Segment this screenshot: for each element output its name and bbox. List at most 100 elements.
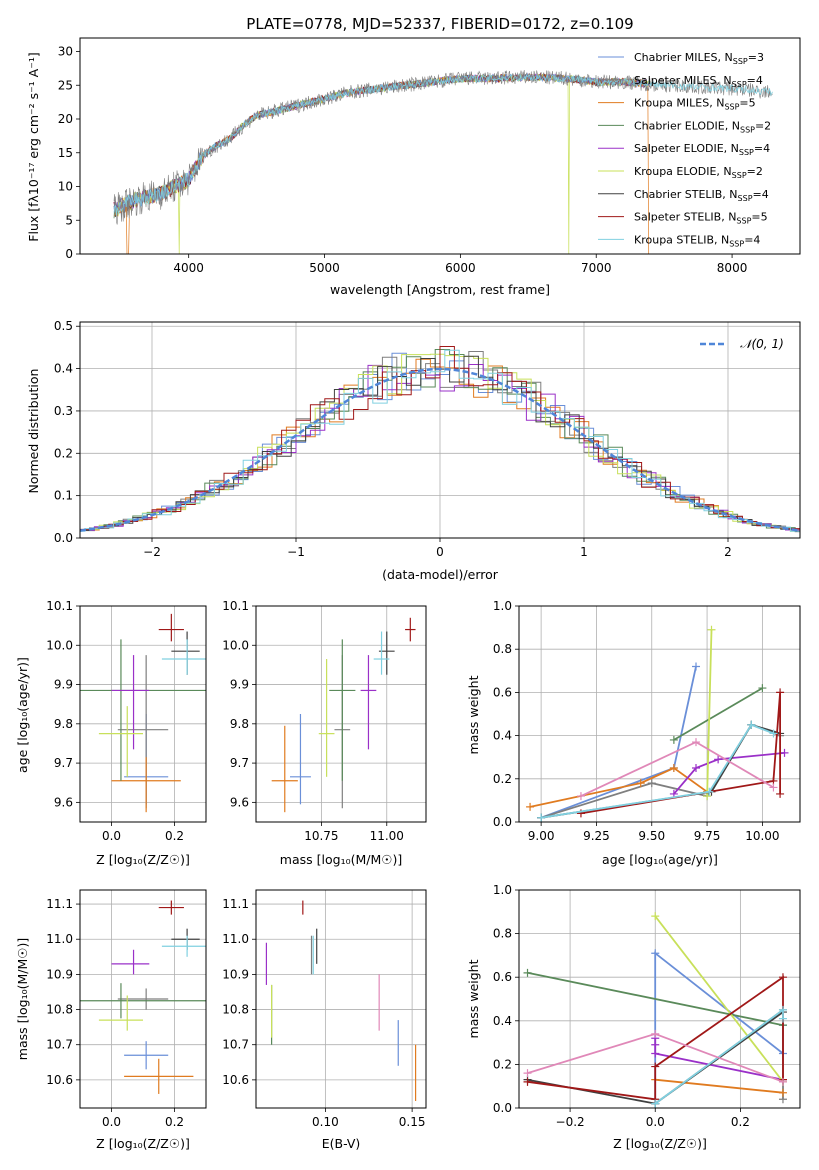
y-tick-label: 0.8 — [493, 927, 512, 941]
y-tick-label: 0.2 — [493, 772, 512, 786]
y-tick-label: 10.8 — [222, 1003, 249, 1017]
series-marker-2 — [636, 779, 645, 788]
x-tick-label: 9.75 — [694, 829, 721, 843]
series-line-0 — [540, 666, 697, 819]
series-marker-5 — [651, 912, 660, 921]
series-marker-9 — [651, 1029, 660, 1038]
legend-label: Kroupa ELODIE, NSSP=2 — [634, 165, 763, 180]
series-marker-1 — [647, 779, 656, 788]
series-marker-8 — [769, 729, 778, 738]
series-marker-7 — [776, 688, 785, 697]
y-tick-label: 0.2 — [493, 1057, 512, 1071]
axes-frame — [255, 889, 427, 1109]
series-marker-8 — [537, 813, 546, 822]
x-tick-label: 6000 — [445, 261, 476, 275]
series-marker-8 — [651, 1099, 660, 1108]
y-tick-label: 0.5 — [54, 319, 73, 333]
age-vs-mass-panel: 10.75 11.00 9.6 9.7 9.8 9.9 10.0 10.1 — [222, 599, 427, 843]
y-tick-label: 10.1 — [46, 599, 73, 613]
y-tick-label: 11.0 — [46, 932, 73, 946]
y-tick-label: 0.3 — [54, 404, 73, 418]
x-tick-label: 10.75 — [304, 829, 338, 843]
y-tick-label: 11.0 — [222, 932, 249, 946]
y-tick-label: 10.1 — [222, 599, 249, 613]
series-marker-3 — [669, 735, 678, 744]
x-tick-label: 1 — [580, 545, 588, 559]
y-tick-label: 10.0 — [222, 638, 249, 652]
series-marker-7 — [523, 1077, 532, 1086]
series-line-3 — [673, 687, 763, 741]
normal-curve-legend-label: 𝒩(0, 1) — [740, 337, 784, 351]
series-marker-0 — [651, 949, 660, 958]
x-tick-label: 8000 — [717, 261, 748, 275]
legend-label: Salpeter ELODIE, NSSP=4 — [634, 142, 770, 157]
axes-frame — [79, 889, 207, 1109]
masse-xlabel: E(B-V) — [322, 1136, 361, 1151]
x-tick-label: 0.15 — [399, 1115, 426, 1129]
axes-frame — [79, 605, 207, 823]
mwz-xlabel: Z [log₁₀(Z/Z☉)] — [613, 1136, 707, 1151]
x-tick-label: −1 — [287, 545, 305, 559]
y-tick-label: 10.7 — [46, 1038, 73, 1052]
residuals-ylabel: Normed distribution — [26, 369, 41, 494]
x-tick-label: 9.50 — [638, 829, 665, 843]
series-marker-9 — [769, 783, 778, 792]
legend-count: =4 — [744, 233, 760, 246]
y-tick-label: 10.6 — [222, 1073, 249, 1087]
massweight-vs-age-panel: 9.00 9.25 9.50 9.75 10.00 0.0 0.2 0.4 0.6 0.8 1.0 — [493, 599, 801, 843]
y-tick-label: 0.0 — [493, 1101, 512, 1115]
legend-label: Chabrier ELODIE, NSSP=2 — [634, 119, 771, 134]
plot-area — [523, 912, 787, 1108]
legend-count: =2 — [755, 119, 771, 132]
mwage-xlabel: age [log₁₀(age/yr)] — [602, 852, 718, 867]
series-line-4 — [673, 752, 785, 795]
x-tick-label: −0.2 — [556, 1115, 585, 1129]
y-tick-label: 10.6 — [46, 1073, 73, 1087]
plot-area — [113, 69, 773, 254]
axes-frame — [518, 605, 801, 823]
legend-subscript: SSP — [729, 239, 744, 248]
y-tick-label: 25 — [58, 78, 73, 92]
legend-count: =4 — [747, 74, 763, 87]
y-tick-label: 0.4 — [493, 729, 512, 743]
series-marker-8 — [778, 1014, 787, 1023]
series-marker-9 — [778, 1077, 787, 1086]
mwage-ylabel: mass weight — [466, 675, 481, 754]
y-tick-label: 9.7 — [230, 756, 249, 770]
legend-count: =2 — [747, 165, 763, 178]
plot-area — [265, 900, 417, 1101]
y-tick-label: 9.7 — [54, 756, 73, 770]
y-tick-label: 1.0 — [493, 883, 512, 897]
series-marker-2 — [526, 802, 535, 811]
series-line-3 — [527, 971, 784, 1027]
y-tick-label: 0.0 — [54, 531, 73, 545]
axes-frame — [255, 605, 427, 823]
plot-area — [80, 613, 206, 813]
y-tick-label: 15 — [58, 146, 73, 160]
legend-count: =5 — [739, 97, 755, 110]
x-tick-label: 0.2 — [165, 1115, 184, 1129]
mwz-ylabel: mass weight — [466, 959, 481, 1038]
x-tick-label: 0.0 — [102, 829, 121, 843]
y-tick-label: 11.1 — [46, 897, 73, 911]
legend-subscript: SSP — [732, 80, 747, 89]
x-tick-label: 11.00 — [370, 829, 404, 843]
x-tick-label: 0.10 — [312, 1115, 339, 1129]
y-tick-label: 0.4 — [54, 362, 73, 376]
mass-vs-ebv-panel: 0.10 0.15 10.6 10.7 10.8 10.9 11.0 11.1 — [222, 889, 427, 1129]
legend-count: =4 — [754, 142, 770, 155]
residuals-panel: −2 −1 0 1 2 0.0 0.1 0.2 0.3 0.4 0.5 — [54, 319, 801, 559]
y-tick-label: 0.4 — [493, 1014, 512, 1028]
legend-subscript: SSP — [738, 194, 753, 203]
x-tick-label: 7000 — [581, 261, 612, 275]
x-tick-label: 10.00 — [745, 829, 779, 843]
y-tick-label: 20 — [58, 112, 73, 126]
x-tick-label: 0.2 — [165, 829, 184, 843]
series-line-5 — [706, 629, 713, 797]
series-marker-0 — [692, 662, 701, 671]
series-marker-8 — [705, 787, 714, 796]
y-tick-label: 10.9 — [222, 967, 249, 981]
histogram-8 — [80, 349, 800, 532]
spectrum-line-1 — [113, 69, 773, 225]
